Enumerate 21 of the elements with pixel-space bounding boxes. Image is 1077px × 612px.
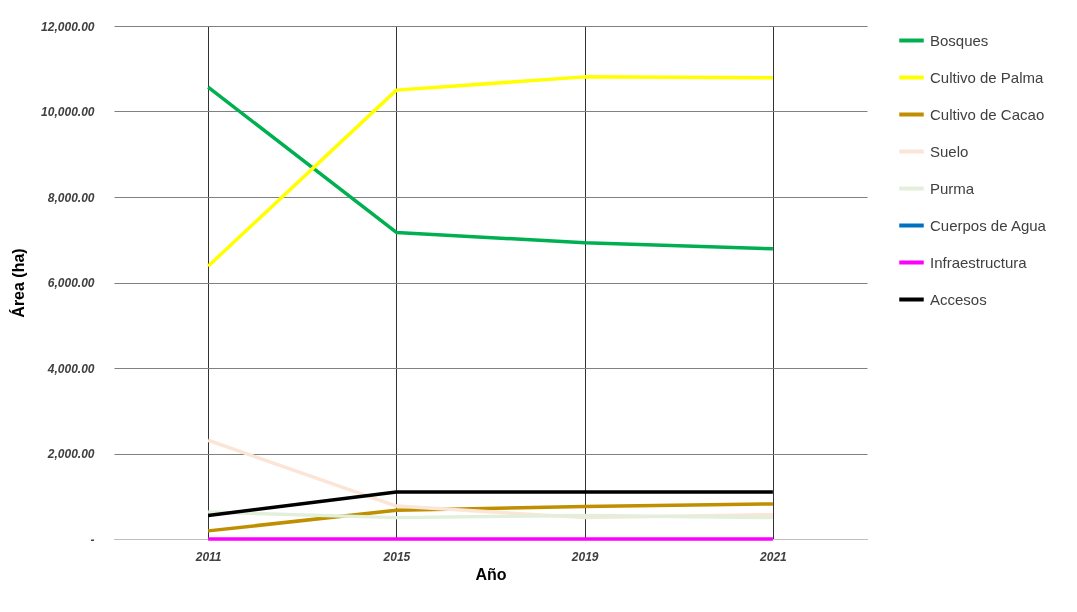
legend-label: Accesos xyxy=(930,290,987,308)
y-tick-label: 6,000.00 xyxy=(47,276,95,290)
legend-label: Suelo xyxy=(930,142,969,160)
y-tick-label: 4,000.00 xyxy=(46,361,95,376)
y-tick-label: 2,000.00 xyxy=(46,447,95,461)
x-axis-title: Año xyxy=(475,565,507,583)
legend-label: Cultivo de Cacao xyxy=(930,105,1045,123)
y-axis-title: Área (ha) xyxy=(9,248,28,318)
y-tick-label: 8,000.00 xyxy=(47,190,95,205)
legend-label: Bosques xyxy=(930,31,989,49)
x-tick-label: 2021 xyxy=(759,549,788,564)
x-tick-label: 2011 xyxy=(194,549,222,564)
x-tick-label: 2019 xyxy=(570,549,599,564)
legend-label: Infraestructura xyxy=(930,253,1028,271)
legend-label: Cuerpos de Agua xyxy=(930,216,1047,234)
legend-label: Cultivo de Palma xyxy=(930,68,1045,86)
legend-label: Purma xyxy=(930,179,975,197)
y-tick-label: 10,000.00 xyxy=(41,105,95,119)
y-tick-label: 12,000.00 xyxy=(41,19,95,34)
x-tick-label: 2015 xyxy=(382,549,411,564)
y-tick-label: - xyxy=(90,532,95,547)
